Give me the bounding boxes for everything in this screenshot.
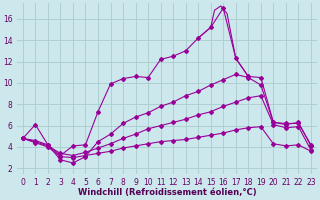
X-axis label: Windchill (Refroidissement éolien,°C): Windchill (Refroidissement éolien,°C) bbox=[77, 188, 256, 197]
